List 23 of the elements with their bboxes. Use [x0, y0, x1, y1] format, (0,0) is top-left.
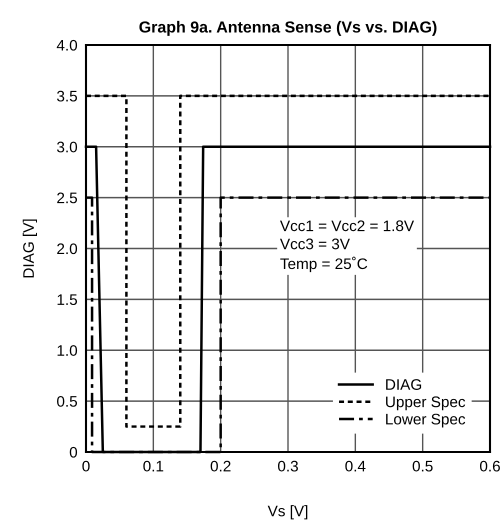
- x-tick-label: 0.3: [278, 460, 298, 472]
- x-axis-title: Vs [V]: [268, 505, 308, 520]
- annotation: Vcc1 = Vcc2 = 1.8V Vcc3 = 3V Temp = 25˚C: [280, 220, 414, 272]
- x-tick-label: 0.1: [143, 460, 164, 472]
- y-axis-title: DIAG [V]: [22, 219, 37, 278]
- y-tick-label: 1.0: [58, 345, 78, 356]
- x-tick-label: 0.5: [412, 460, 433, 472]
- y-tick-label: 0: [70, 446, 78, 458]
- y-tick-label: 2.5: [57, 192, 78, 204]
- legend-label: Upper Spec: [386, 396, 466, 410]
- y-tick-label: 3.0: [57, 142, 78, 152]
- x-tick-label: 0.4: [345, 460, 366, 472]
- y-tick-label: 1.5: [58, 294, 78, 306]
- y-tick-label: 4.0: [56, 40, 78, 51]
- y-tick-label: 3.5: [57, 90, 78, 102]
- chart-title: Graph 9a. Antenna Sense (Vs vs. DIAG): [139, 20, 436, 36]
- x-tick-label: 0.6: [480, 460, 500, 472]
- y-tick-label: 2.0: [57, 243, 78, 254]
- x-tick-label: 0: [82, 460, 90, 472]
- y-tick-label: 0.5: [57, 396, 78, 407]
- legend-label: DIAG: [386, 379, 422, 390]
- legend-label: Lower Spec: [386, 414, 466, 428]
- x-tick-label: 0.2: [210, 460, 231, 472]
